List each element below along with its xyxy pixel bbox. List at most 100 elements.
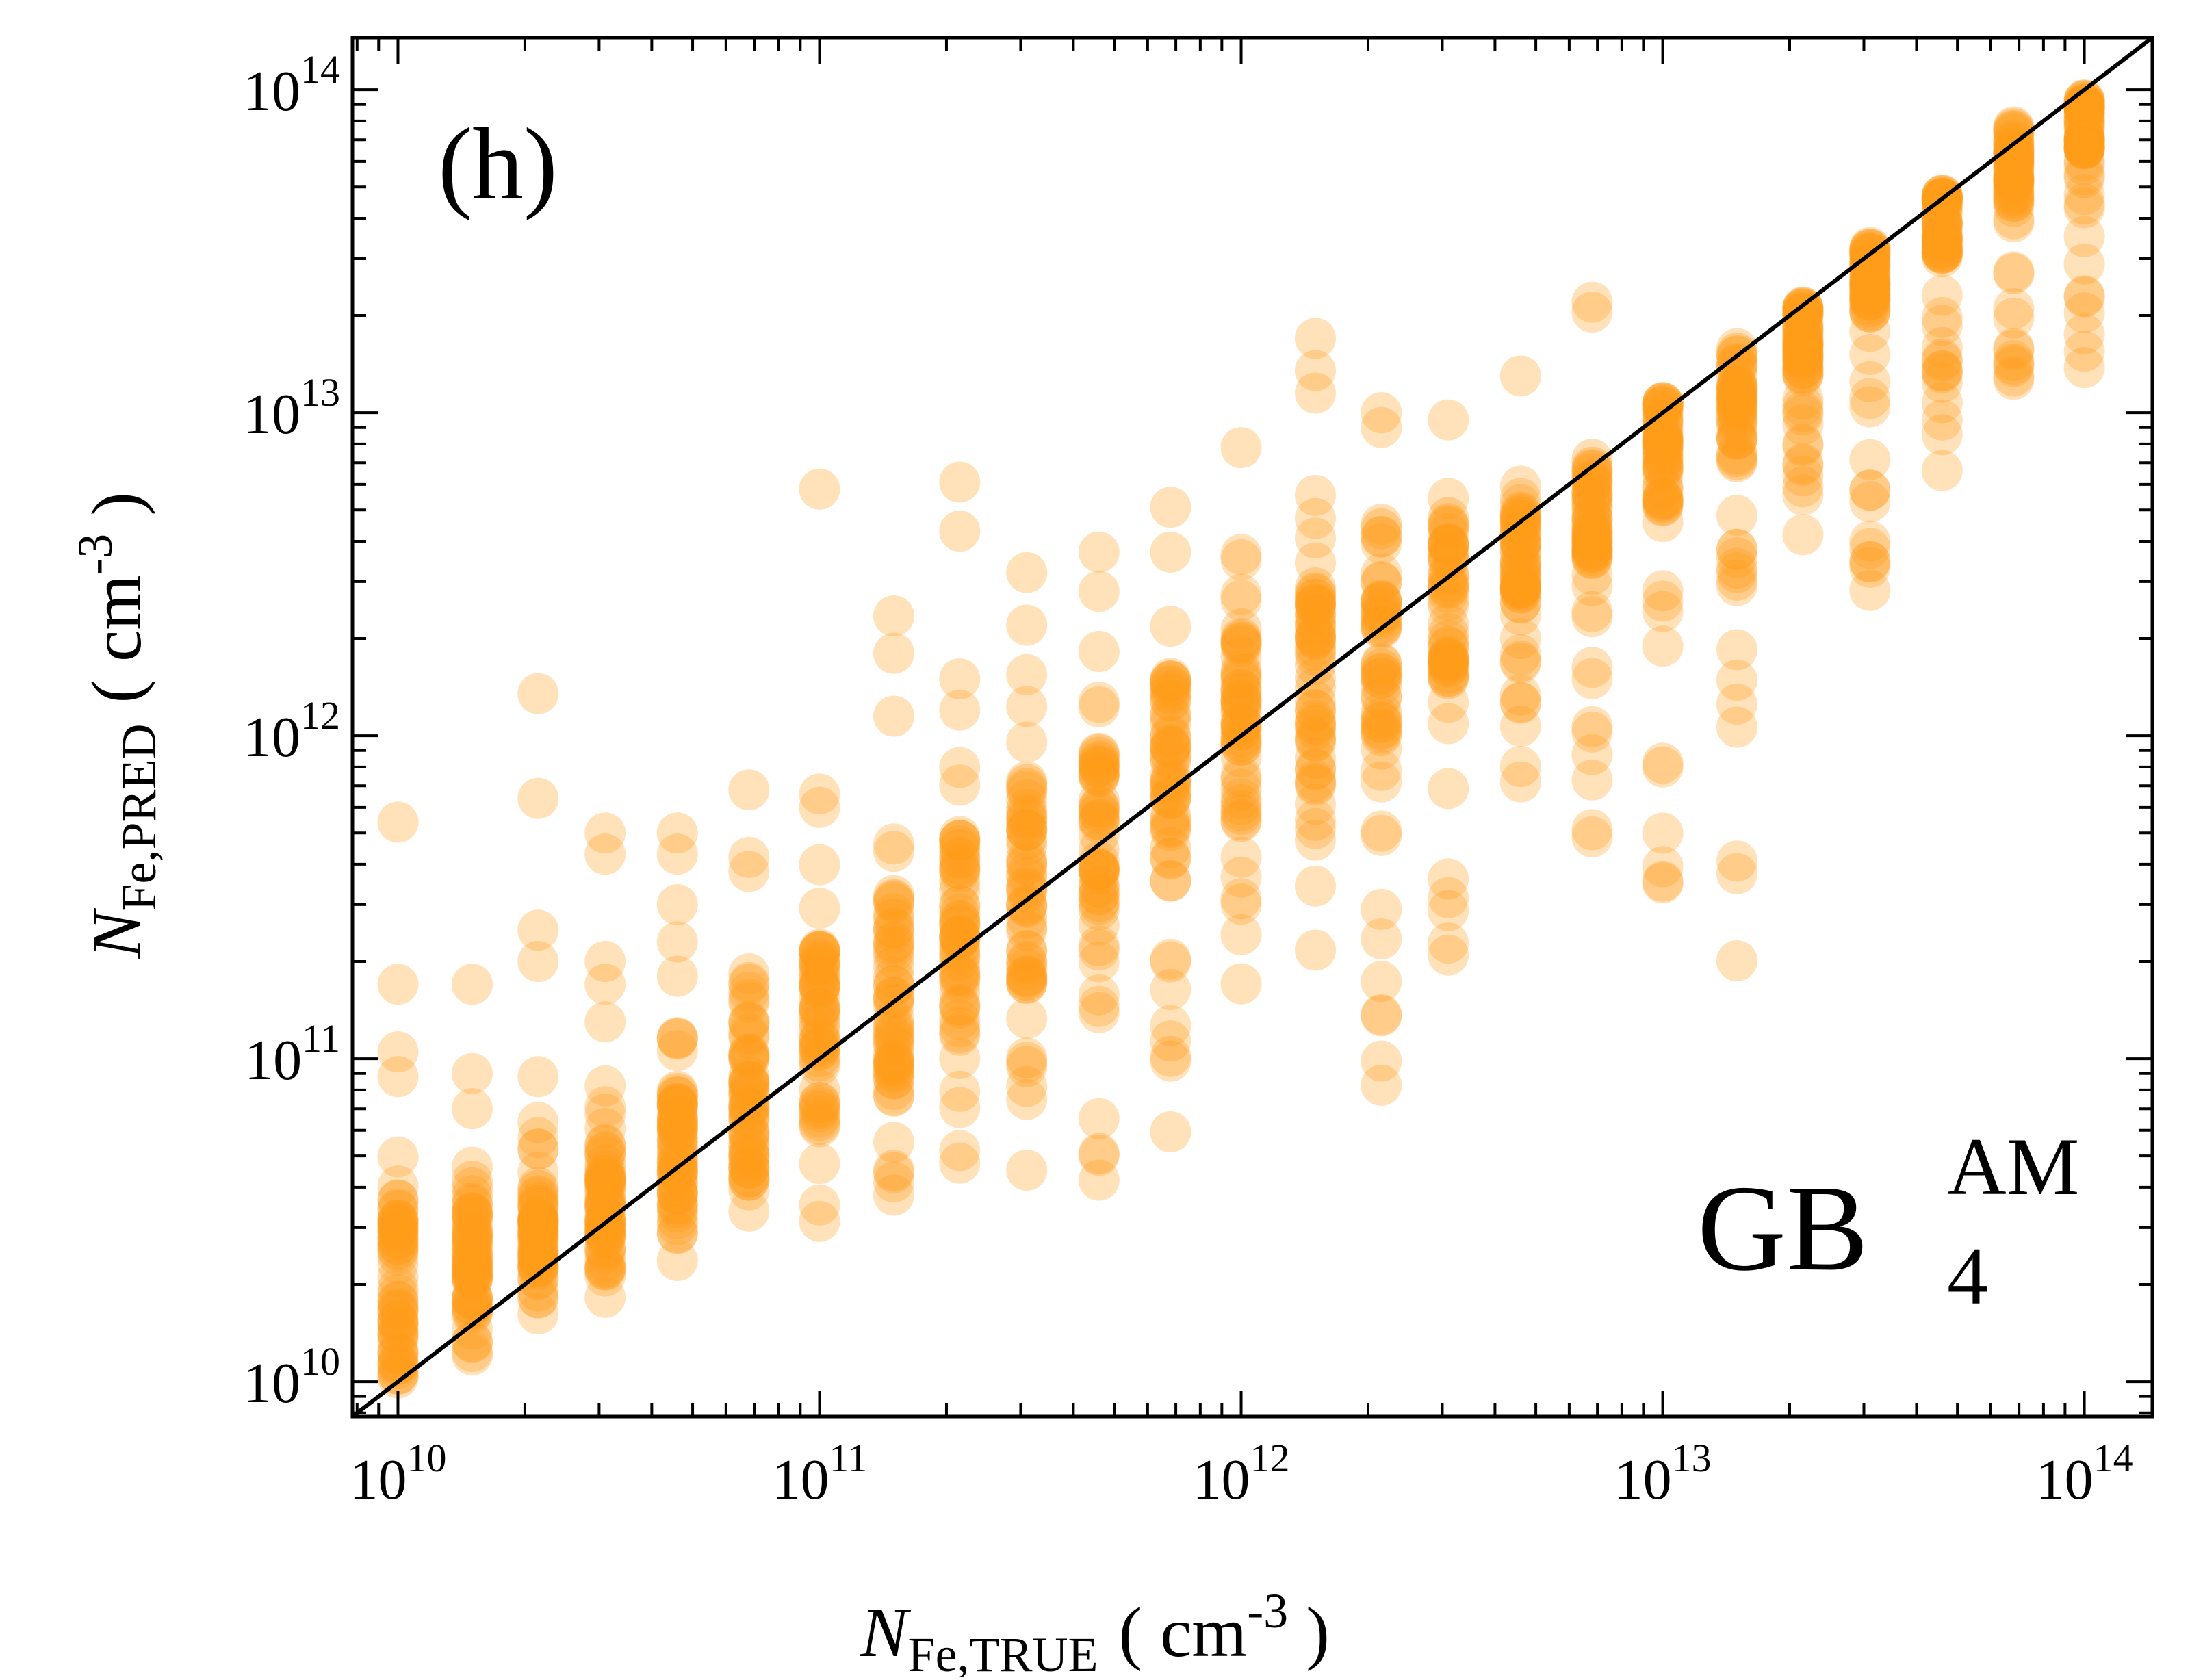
data-point [873, 1005, 914, 1046]
data-point [1006, 1046, 1048, 1087]
data-point [799, 1106, 840, 1148]
data-point [1428, 620, 1469, 661]
data-point [1078, 802, 1120, 843]
data-point [1921, 305, 1963, 346]
data-point [1006, 779, 1048, 820]
data-point [377, 1165, 419, 1207]
data-point [799, 929, 840, 970]
data-point-outlier [728, 836, 770, 878]
data-point [1716, 343, 1757, 385]
data-point [1716, 840, 1757, 882]
data-point [873, 1174, 914, 1216]
data-point [873, 1152, 914, 1193]
data-point [1078, 904, 1120, 946]
data-point [2063, 243, 2105, 285]
data-point [1642, 443, 1684, 485]
data-point [1499, 514, 1541, 555]
data-point [1782, 309, 1824, 350]
data-point [799, 938, 840, 979]
data-point [1006, 799, 1048, 841]
data-point [799, 988, 840, 1030]
data-point [939, 851, 981, 893]
data-point [584, 1180, 626, 1222]
data-point [517, 1185, 559, 1226]
data-point [1428, 658, 1469, 699]
data-point-outlier [1361, 392, 1402, 434]
data-point [2063, 183, 2105, 224]
data-point [1716, 364, 1757, 406]
data-point [1078, 883, 1120, 925]
data-point [656, 1083, 698, 1124]
data-point [1993, 329, 2035, 371]
data-point [1361, 810, 1402, 852]
data-point-outlier [1716, 552, 1757, 593]
data-point-outlier [2063, 331, 2105, 372]
data-point [873, 1042, 914, 1084]
data-point [452, 1233, 493, 1275]
data-point [1006, 805, 1048, 847]
data-point [1361, 697, 1402, 739]
x-axis-title: NFe,TRUE ( cm-3 ) [860, 1584, 1330, 1680]
data-point [656, 1213, 698, 1254]
data-point [584, 1247, 626, 1289]
data-point [1220, 669, 1262, 710]
data-point [1921, 193, 1963, 235]
data-point [1782, 326, 1824, 367]
data-point [584, 1155, 626, 1197]
data-point [517, 1245, 559, 1287]
data-point [1361, 508, 1402, 550]
data-point [873, 957, 914, 998]
data-point [728, 1033, 770, 1074]
data-point [1782, 346, 1824, 388]
data-point [1571, 514, 1613, 556]
data-point [656, 1191, 698, 1233]
data-point [873, 931, 914, 972]
data-point [517, 1128, 559, 1170]
data-point [2063, 80, 2105, 122]
data-point [1782, 404, 1824, 445]
data-point [1642, 478, 1684, 519]
data-point [799, 1003, 840, 1044]
data-point [1782, 337, 1824, 378]
data-point [1571, 537, 1613, 579]
data-point [728, 1134, 770, 1176]
data-point [1361, 658, 1402, 699]
y-tick-label: 1011 [244, 1016, 340, 1092]
data-point [1499, 641, 1541, 682]
data-point [584, 1161, 626, 1202]
data-point [656, 1070, 698, 1112]
data-point [1782, 466, 1824, 508]
data-point [1716, 369, 1757, 410]
data-point [584, 1245, 626, 1287]
data-point [1642, 385, 1684, 427]
data-point [1361, 652, 1402, 694]
data-point [1150, 805, 1191, 847]
y-axis-title-sub: Fe,PRED [112, 723, 166, 911]
data-point [1921, 414, 1963, 456]
data-point [873, 881, 914, 922]
data-point [584, 1131, 626, 1173]
data-point [656, 1018, 698, 1060]
data-point [1006, 1150, 1048, 1191]
data-point [1295, 586, 1336, 628]
data-point [1571, 816, 1613, 857]
data-point [1499, 523, 1541, 565]
data-point [1295, 681, 1336, 723]
data-point [377, 1332, 419, 1373]
data-point-outlier [1078, 531, 1120, 573]
data-point [1921, 340, 1963, 382]
data-point [377, 1353, 419, 1395]
data-point [2063, 187, 2105, 229]
data-point [1849, 262, 1891, 304]
data-point [517, 1239, 559, 1280]
data-point [1428, 603, 1469, 645]
data-point [1716, 378, 1757, 419]
data-point [2063, 116, 2105, 157]
data-point [452, 1196, 493, 1237]
data-point [1849, 286, 1891, 328]
data-point [939, 918, 981, 960]
data-point [1993, 181, 2035, 222]
data-point [1295, 667, 1336, 708]
data-point [1428, 525, 1469, 567]
data-point [1499, 582, 1541, 624]
